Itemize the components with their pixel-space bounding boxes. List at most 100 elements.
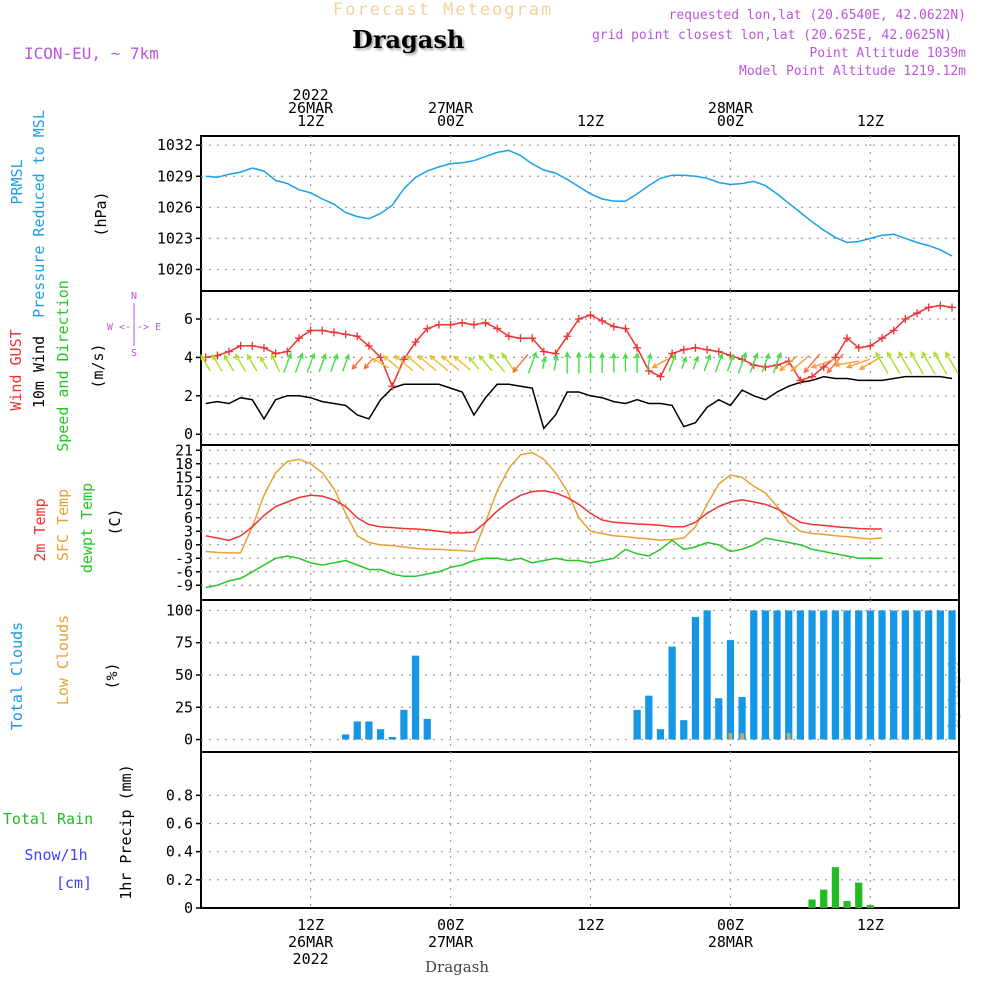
total-cloud-bar <box>376 729 385 740</box>
gust-marker <box>236 341 245 350</box>
wind-arrow <box>652 358 669 369</box>
rain-bar <box>855 882 863 908</box>
y-tick-label: 0 <box>184 425 193 443</box>
dewpt-title: dewpt Temp <box>78 483 96 573</box>
wind-arrow-head <box>417 354 424 361</box>
top-time-label: 26MAR <box>288 99 334 117</box>
wind-arrow <box>330 354 338 372</box>
y-tick-label: 6 <box>184 509 193 527</box>
gust-marker <box>434 320 443 329</box>
wind-arrow <box>668 354 676 372</box>
wind-arrow-head <box>370 357 378 363</box>
header-info-gridpoint: grid point closest lon,lat (20.625E, 42.… <box>591 28 952 43</box>
rain-bar <box>820 889 828 908</box>
wind-arrow <box>512 354 529 373</box>
header-model: ICON-EU, ~ 7km <box>24 44 159 63</box>
panel-frame-pressure <box>200 135 960 292</box>
total-cloud-bar <box>925 610 933 740</box>
y-tick-label: 1026 <box>157 198 193 216</box>
wind-arrow-head <box>393 354 401 361</box>
gust-marker <box>294 334 303 343</box>
gust-marker <box>353 332 362 341</box>
wind-arrow-head <box>541 355 547 363</box>
wind-unit: (m/s) <box>89 343 107 388</box>
wind-arrow <box>790 355 810 372</box>
y-tick-label: 21 <box>175 441 193 459</box>
gust-marker <box>819 363 828 371</box>
gust-marker <box>504 332 513 341</box>
total-cloud-bar <box>680 720 688 740</box>
gust-marker <box>388 382 397 391</box>
gust-marker <box>913 309 922 318</box>
gust-marker <box>376 353 385 362</box>
wind-arrow-head <box>332 353 339 360</box>
gust-marker <box>364 341 373 350</box>
total-cloud-bar <box>668 646 676 740</box>
bottom-time-label: 27MAR <box>428 933 474 951</box>
y-tick-label: 75 <box>175 634 193 652</box>
wind-arrow-head <box>898 350 904 358</box>
wind-arrow-head <box>729 353 735 360</box>
wind-arrow <box>294 353 304 373</box>
gust-marker <box>528 334 537 343</box>
compass-north: N <box>131 291 137 302</box>
wind-arrow-head <box>321 352 327 360</box>
wind-arrow <box>646 354 652 373</box>
y-tick-label: 1029 <box>157 167 193 185</box>
total-cloud-bar <box>400 709 408 740</box>
wind-arrow <box>933 351 948 375</box>
wind-arrow-head <box>564 351 570 358</box>
gust-marker <box>843 334 852 343</box>
pressure-unit: (hPa) <box>92 191 110 236</box>
wind-arrow-head <box>651 363 658 369</box>
wind-arrow-head <box>921 350 927 358</box>
bottom-time-label: 12Z <box>297 916 324 934</box>
gust-marker <box>399 355 408 364</box>
wind-arrow-head <box>717 352 724 360</box>
wind-arrow-head <box>200 353 206 361</box>
wind-arrow <box>441 355 460 371</box>
header-info-requested: requested lon,lat (20.6540E, 42.0622N) <box>668 8 966 23</box>
wind-arrow <box>811 358 836 369</box>
total-cloud-bar <box>796 610 805 740</box>
pressure-title: PRMSL <box>8 159 26 204</box>
y-tick-label: 2 <box>184 387 193 405</box>
rain-bar <box>866 905 874 908</box>
total-cloud-bar <box>843 610 851 740</box>
wind-arrow <box>283 353 292 373</box>
gust-marker <box>796 376 805 385</box>
wind-arrow-head <box>286 352 292 359</box>
gust-marker <box>831 353 840 362</box>
wind-arrow-head <box>845 363 853 369</box>
wind-arrow <box>489 353 506 373</box>
low-clouds-title: Low Clouds <box>54 615 72 705</box>
wind-arrow <box>383 355 402 371</box>
gust-marker <box>948 303 957 312</box>
wind-arrow <box>826 353 844 373</box>
wind-arrow-head <box>344 353 350 360</box>
total-cloud-bar <box>750 610 758 740</box>
wind-title: 10m Wind <box>30 336 48 408</box>
gust-marker <box>224 347 233 356</box>
wind-arrow-head <box>259 355 266 363</box>
y-tick-label: 12 <box>175 482 193 500</box>
wind-arrow <box>726 354 735 372</box>
gust-marker <box>213 351 222 360</box>
bottom-time-label: 12Z <box>857 916 884 934</box>
gust-marker <box>341 330 350 339</box>
gust-marker <box>668 349 677 358</box>
header-info-altitude: Point Altitude 1039m <box>809 46 966 61</box>
clouds-unit: (%) <box>103 662 121 689</box>
sfctemp-title: SFC Temp <box>54 489 72 561</box>
wind-dir-title: Speed and Direction <box>54 280 72 452</box>
top-time-label: 12Z <box>297 112 324 130</box>
gust-marker <box>633 343 642 352</box>
wind-arrow <box>372 357 390 369</box>
bottom-time-label: 26MAR <box>288 933 334 951</box>
total-cloud-bar <box>353 721 361 740</box>
y-tick-label: 15 <box>175 468 193 486</box>
wind-arrow <box>772 353 782 374</box>
wind-speed-line <box>205 375 953 431</box>
